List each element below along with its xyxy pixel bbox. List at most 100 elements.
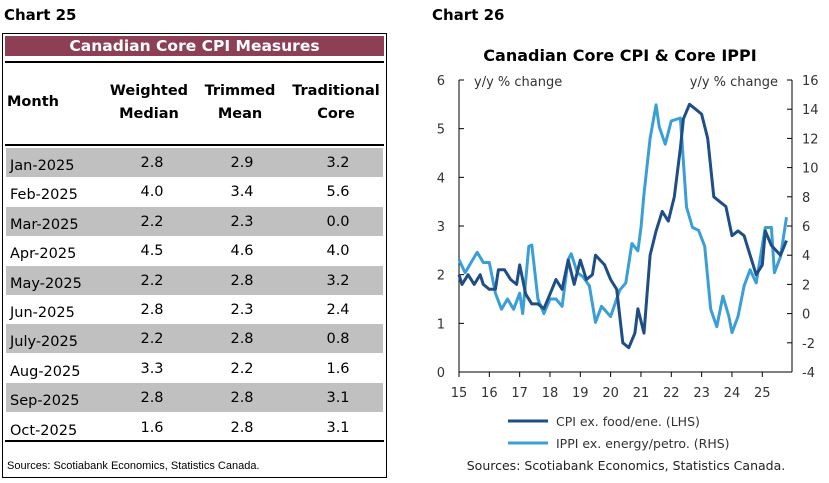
- table-row: Jun-2025 2.8 2.3 2.4: [6, 295, 383, 324]
- cell-month: July-2025: [10, 334, 78, 351]
- header-line: Trimmed: [204, 83, 276, 99]
- cell-month: Mar-2025: [10, 216, 79, 233]
- x-tick-label: 23: [693, 386, 710, 401]
- cell-weighted-median: 3.3: [140, 360, 164, 377]
- header-month: Month: [7, 94, 59, 110]
- x-tick-label: 19: [572, 386, 589, 401]
- header-line: Traditional: [292, 83, 380, 99]
- cell-month: Aug-2025: [10, 363, 81, 380]
- left-tick-label: 4: [437, 171, 445, 186]
- cell-trimmed-mean: 4.6: [230, 243, 254, 260]
- header-line: Mean: [217, 106, 263, 122]
- left-tick-label: 1: [437, 317, 445, 332]
- chart-26-label: Chart 26: [432, 6, 505, 24]
- header-line: Core: [317, 106, 355, 122]
- table-row: Sep-2025 2.8 2.8 3.1: [6, 383, 383, 413]
- chart-25-label: Chart 25: [4, 6, 77, 24]
- header-weighted-median: Weighted Median: [103, 80, 195, 126]
- cell-traditional-core: 3.2: [326, 272, 350, 289]
- right-axis-label: y/y % change: [690, 75, 778, 90]
- cell-weighted-median: 4.0: [140, 184, 164, 201]
- x-tick-label: 18: [542, 386, 559, 401]
- header-line: Median: [119, 106, 179, 122]
- cell-trimmed-mean: 2.9: [230, 155, 254, 171]
- series-cpi-line: [457, 102, 788, 350]
- cell-weighted-median: 2.8: [140, 155, 164, 171]
- x-tick-label: 21: [633, 386, 650, 401]
- series-ippi-line: [457, 103, 788, 335]
- divider: [5, 144, 384, 146]
- cell-traditional-core: 2.4: [326, 302, 350, 318]
- right-tick-label: -2: [802, 337, 815, 352]
- cell-traditional-core: 1.6: [326, 360, 350, 377]
- x-tick-label: 16: [481, 386, 498, 401]
- left-tick-label: 5: [437, 123, 445, 138]
- table-row: Mar-2025 2.2 2.3 0.0: [6, 206, 383, 236]
- cell-traditional-core: 0.0: [326, 213, 350, 230]
- divider: [5, 440, 384, 442]
- table-row: Apr-2025 4.5 4.6 4.0: [6, 236, 383, 265]
- core-cpi-table: Canadian Core CPI Measures Month Weighte…: [2, 33, 387, 478]
- cell-trimmed-mean: 2.8: [230, 419, 254, 436]
- x-tick-label: 17: [511, 386, 528, 401]
- cell-traditional-core: 5.6: [326, 184, 350, 201]
- legend-label-cpi: CPI ex. food/ene. (LHS): [556, 414, 700, 429]
- cell-trimmed-mean: 2.3: [230, 302, 254, 318]
- cell-month: May-2025: [10, 275, 82, 292]
- cell-weighted-median: 2.2: [140, 272, 164, 289]
- cell-trimmed-mean: 2.3: [230, 213, 254, 230]
- cell-trimmed-mean: 2.8: [230, 272, 254, 289]
- header-traditional-core: Traditional Core: [288, 80, 384, 126]
- header-trimmed-mean: Trimmed Mean: [197, 80, 283, 126]
- left-tick-label: 0: [437, 366, 445, 381]
- right-tick-label: -4: [802, 366, 815, 381]
- divider: [5, 61, 384, 63]
- left-tick-label: 2: [437, 269, 445, 284]
- cell-weighted-median: 2.8: [140, 302, 164, 318]
- cell-month: Jun-2025: [10, 305, 75, 321]
- cell-month: Apr-2025: [10, 246, 77, 263]
- cell-traditional-core: 3.2: [326, 155, 350, 171]
- legend-label-ippi: IPPI ex. energy/petro. (RHS): [556, 436, 730, 451]
- cell-month: Oct-2025: [10, 422, 78, 439]
- left-axis-label: y/y % change: [474, 75, 562, 90]
- cell-month: Sep-2025: [10, 393, 80, 410]
- table-title: Canadian Core CPI Measures: [5, 36, 384, 56]
- chart-title: Canadian Core CPI & Core IPPI: [483, 46, 756, 65]
- cell-month: Feb-2025: [10, 187, 78, 204]
- cell-trimmed-mean: 2.8: [230, 390, 254, 407]
- chart-source: Sources: Scotiabank Economics, Statistic…: [467, 458, 785, 473]
- cell-trimmed-mean: 2.2: [230, 360, 254, 377]
- left-tick-label: 6: [437, 74, 445, 89]
- cell-weighted-median: 1.6: [140, 419, 164, 436]
- right-tick-label: 14: [802, 103, 819, 118]
- cell-weighted-median: 2.8: [140, 390, 164, 407]
- cell-traditional-core: 3.1: [326, 390, 350, 407]
- left-tick-label: 3: [437, 220, 445, 235]
- x-tick-label: 24: [724, 386, 741, 401]
- header-line: Weighted: [109, 83, 189, 99]
- right-tick-label: 8: [802, 191, 810, 206]
- x-tick-label: 15: [451, 386, 468, 401]
- x-tick-label: 20: [602, 386, 619, 401]
- right-tick-label: 2: [802, 278, 810, 293]
- table-row: Oct-2025 1.6 2.8 3.1: [6, 413, 383, 442]
- right-tick-label: 4: [802, 249, 810, 264]
- table-row: Jan-2025 2.8 2.9 3.2: [6, 148, 383, 177]
- cell-weighted-median: 4.5: [140, 243, 164, 260]
- cell-traditional-core: 4.0: [326, 243, 350, 260]
- cell-weighted-median: 2.2: [140, 331, 164, 348]
- table-row: Aug-2025 3.3 2.2 1.6: [6, 354, 383, 383]
- right-tick-label: 16: [802, 74, 819, 89]
- cell-month: Jan-2025: [10, 158, 75, 174]
- cell-traditional-core: 3.1: [326, 419, 350, 436]
- right-tick-label: 6: [802, 220, 810, 235]
- cell-weighted-median: 2.2: [140, 213, 164, 230]
- table-row: July-2025 2.2 2.8 0.8: [6, 324, 383, 354]
- right-tick-label: 0: [802, 308, 810, 323]
- cell-trimmed-mean: 3.4: [230, 184, 254, 201]
- table-row: May-2025 2.2 2.8 3.2: [6, 265, 383, 295]
- right-tick-label: 12: [802, 132, 819, 147]
- table-row: Feb-2025 4.0 3.4 5.6: [6, 177, 383, 206]
- table-source: Sources: Scotiabank Economics, Statistic…: [7, 460, 260, 472]
